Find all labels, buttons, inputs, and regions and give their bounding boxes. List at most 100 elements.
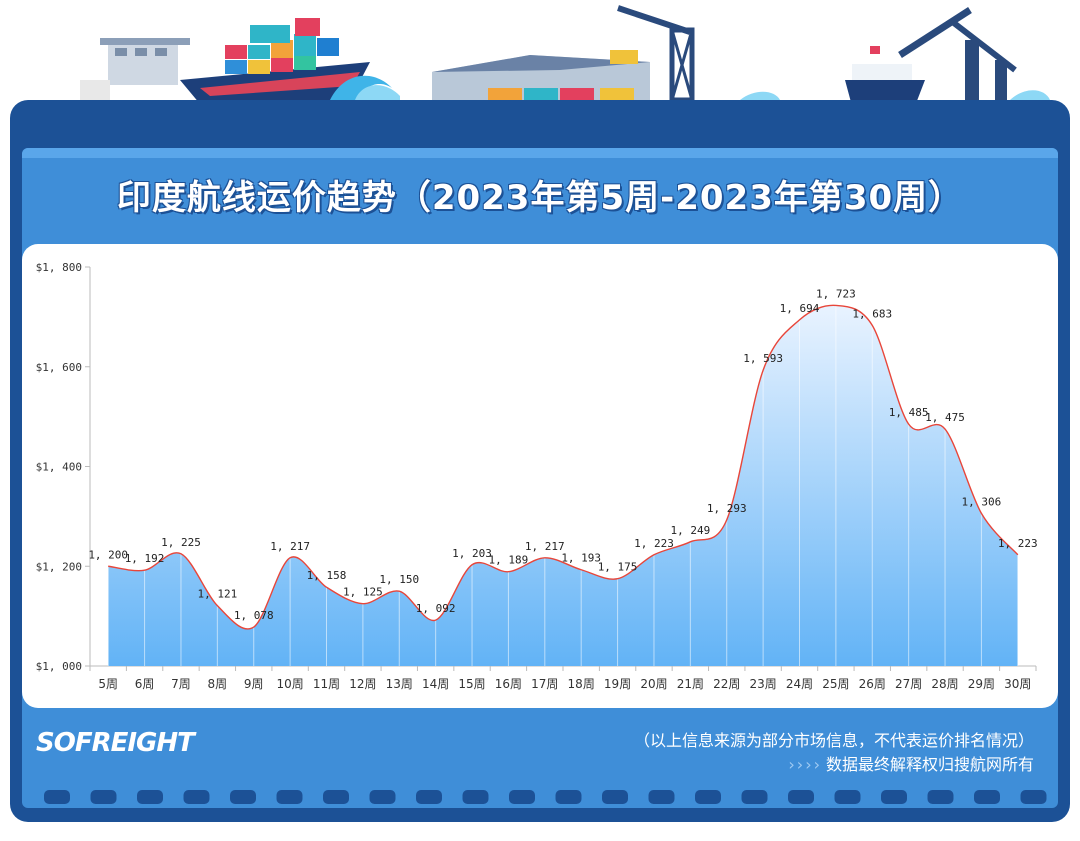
harbor-scene-illustration [80,5,1050,106]
x-tick-label: 9周 [244,677,264,691]
tab-decoration [369,790,396,804]
data-label: 1, 225 [161,536,201,549]
data-label: 1, 217 [525,540,565,553]
data-label: 1, 683 [852,307,892,320]
y-tick-label: $1, 800 [36,261,82,274]
x-tick-label: 17周 [531,677,558,691]
arrows-icon: ›››› [788,755,822,774]
page-title: 印度航线运价趋势（2023年第5周-2023年第30周） [116,178,964,218]
data-label: 1, 223 [634,537,674,550]
y-axis: $1, 000 $1, 200 $1, 400 $1, 600 $1, 800 [36,261,91,673]
tab-decoration [462,790,489,804]
data-label: 1, 249 [670,524,710,537]
tab-decoration [276,790,303,804]
data-label: 1, 593 [743,352,783,365]
x-tick-label: 12周 [349,677,376,691]
tab-decoration [90,790,117,804]
x-tick-label: 15周 [458,677,485,691]
panel-stripe [22,148,1058,158]
data-label: 1, 193 [561,552,601,565]
x-tick-label: 22周 [713,677,740,691]
drop-lines [107,305,1019,666]
tab-decoration [695,790,721,804]
x-tick-label: 19周 [604,677,631,691]
chart-card: $1, 000 $1, 200 $1, 400 $1, 600 $1, 800 5周 6周… [22,244,1058,708]
tab-decoration [974,790,1000,804]
price-line [108,304,1019,630]
tab-decoration [509,790,535,804]
tab-decoration [230,790,256,804]
tab-decoration [323,790,349,804]
x-tick-label: 20周 [640,677,667,691]
warehouse-icon [432,55,650,100]
y-tick-label: $1, 000 [36,660,82,673]
x-tick-label: 21周 [677,677,704,691]
y-tick-label: $1, 600 [36,361,82,374]
tab-decoration [602,790,628,804]
data-label: 1, 125 [343,586,383,599]
tab-decoration [927,790,954,804]
data-label: 1, 306 [962,495,1002,508]
x-tick-label: 5周 [98,677,118,691]
data-label: 1, 150 [379,573,419,586]
data-label: 1, 192 [125,552,165,565]
x-tick-label: 18周 [568,677,595,691]
container-ship-icon [180,18,370,104]
x-tick-label: 10周 [276,677,303,691]
x-tick-label: 26周 [859,677,886,691]
x-axis: 5周 6周 7周 8周 9周 10周 11周 12周 13周 14周 15周 16周 17周 18周 19周… [89,665,1037,691]
data-label: 1, 189 [489,554,529,567]
tab-decoration [648,790,675,804]
tab-decoration [834,790,861,804]
x-tick-label: 27周 [895,677,922,691]
data-label: 1, 723 [816,287,856,300]
x-tick-label: 14周 [422,677,449,691]
x-tick-label: 8周 [208,677,228,691]
data-label: 1, 485 [889,406,929,419]
tab-decoration [183,790,210,804]
x-tick-label: 24周 [786,677,813,691]
data-label: 1, 078 [234,609,274,622]
tab-decoration [555,790,582,804]
data-label: 1, 158 [307,569,347,582]
price-trend-chart: $1, 000 $1, 200 $1, 400 $1, 600 $1, 800 5周 6周… [36,261,1038,691]
x-tick-label: 16周 [495,677,522,691]
x-tick-label: 30周 [1004,677,1031,691]
x-tick-label: 7周 [171,677,191,691]
data-label: 1, 223 [998,537,1038,550]
tab-decoration [1020,790,1047,804]
x-tick-label: 29周 [968,677,995,691]
y-tick-label: $1, 200 [36,560,82,573]
harbor-crane-icon [898,7,1017,102]
rights-note: ›››› 数据最终解释权归搜航网所有 [788,751,1034,775]
source-note: （以上信息来源为部分市场信息，不代表运价排名情况） [633,731,1034,750]
x-tick-label: 11周 [313,677,340,691]
x-tick-label: 13周 [386,677,413,691]
rights-text: 数据最终解释权归搜航网所有 [825,755,1034,774]
data-label: 1, 217 [270,540,310,553]
data-label: 1, 293 [707,502,747,515]
data-label: 1, 092 [416,602,456,615]
wave-icon [330,75,1050,100]
x-tick-label: 6周 [135,677,155,691]
x-tick-label: 25周 [822,677,849,691]
data-label: 1, 475 [925,411,965,424]
data-label: 1, 121 [197,588,237,601]
port-crane-icon [80,38,190,105]
tab-decoration [788,790,814,804]
tab-decoration [44,790,70,804]
data-label: 1, 203 [452,547,492,560]
tab-decoration [416,790,442,804]
cruise-ship-icon [845,46,925,106]
data-label: 1, 200 [88,548,128,561]
tab-decoration [741,790,768,804]
x-tick-label: 28周 [931,677,958,691]
tab-decoration [137,790,163,804]
data-label: 1, 694 [780,302,820,315]
data-label: 1, 175 [598,561,638,574]
x-tick-label: 23周 [749,677,776,691]
y-tick-label: $1, 400 [36,461,82,474]
area-fill [108,305,1018,666]
tab-decoration [881,790,907,804]
